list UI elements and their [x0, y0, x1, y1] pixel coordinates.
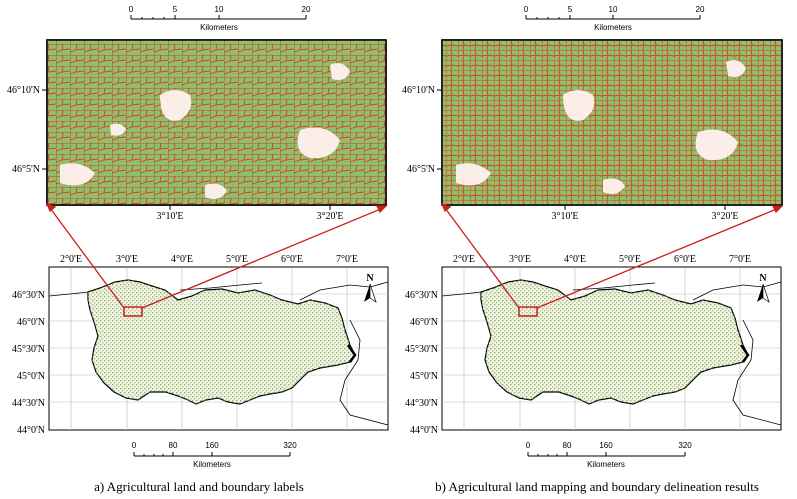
north-arrow-label: N: [759, 273, 767, 284]
overview-scale-tick-320: 320: [678, 441, 692, 450]
inset-scale-tick-5: 5: [173, 5, 178, 14]
overview-lon-label: 3°0'E: [116, 254, 138, 265]
overview-lon-label: 2°0'E: [60, 254, 82, 265]
overview-lon-label: 7°0'E: [336, 254, 358, 265]
overview-scalebar: 0 80 160 320 Kilometers: [132, 441, 297, 469]
overview-scale-tick-0: 0: [526, 441, 531, 450]
overview-lat-label: 45°30'N: [12, 344, 45, 355]
panel-a-caption: a) Agricultural land and boundary labels: [94, 479, 304, 494]
inset-scale-tick-10: 10: [609, 5, 618, 14]
panel-a-figure: 0 5 10 20 Kilometers 46°10'N 46°5'N 3: [7, 5, 389, 469]
overview-scale-tick-80: 80: [169, 441, 178, 450]
zoom-connector-arrows: [45, 202, 388, 309]
inset-scalebar: 0 5 10 20 Kilometers: [129, 5, 311, 32]
overview-scale-tick-320: 320: [283, 441, 297, 450]
overview-lat-label: 44°30'N: [12, 398, 45, 409]
zoom-connector-arrows: [440, 202, 784, 309]
panel-b-caption: b) Agricultural land mapping and boundar…: [435, 479, 759, 494]
overview-lon-label: 3°0'E: [509, 254, 531, 265]
overview-lon-label: 5°0'E: [619, 254, 641, 265]
inset-scale-tick-0: 0: [129, 5, 134, 14]
inset-map: 46°10'N 46°5'N 3°10'E 3°20'E: [402, 39, 783, 222]
overview-lon-label: 7°0'E: [729, 254, 751, 265]
inset-scale-tick-5: 5: [568, 5, 573, 14]
overview-lat-label: 46°0'N: [17, 317, 45, 328]
inset-scale-tick-10: 10: [215, 5, 224, 14]
overview-lat-label: 46°30'N: [405, 290, 438, 301]
overview-lon-label: 6°0'E: [281, 254, 303, 265]
inset-lat-label: 46°5'N: [12, 164, 40, 175]
overview-lon-label: 5°0'E: [226, 254, 248, 265]
overview-scale-tick-80: 80: [563, 441, 572, 450]
inset-lon-label: 3°20'E: [317, 211, 344, 222]
overview-lat-label: 46°0'N: [410, 317, 438, 328]
overview-map: 2°0'E 3°0'E 4°0'E 5°0'E 6°0'E 7°0'E 46°3…: [12, 254, 389, 436]
panel-b: 0 5 10 20 Kilometers 46°10'N 46°5'N 3°10…: [398, 0, 796, 499]
overview-lat-label: 45°30'N: [405, 344, 438, 355]
panel-a: 0 5 10 20 Kilometers 46°10'N 46°5'N 3: [0, 0, 398, 499]
overview-lat-label: 44°30'N: [405, 398, 438, 409]
overview-scale-tick-0: 0: [132, 441, 137, 450]
overview-lon-label: 4°0'E: [171, 254, 193, 265]
inset-lat-label: 46°10'N: [7, 85, 40, 96]
inset-lon-label: 3°10'E: [552, 211, 579, 222]
inset-scale-tick-0: 0: [524, 5, 529, 14]
overview-scale-tick-160: 160: [599, 441, 613, 450]
overview-map: 2°0'E 3°0'E 4°0'E 5°0'E 6°0'E 7°0'E 46°3…: [405, 254, 782, 436]
inset-lon-label: 3°20'E: [712, 211, 739, 222]
inset-lat-label: 46°5'N: [407, 164, 435, 175]
overview-lon-label: 4°0'E: [564, 254, 586, 265]
overview-lat-label: 45°0'N: [410, 371, 438, 382]
inset-scale-tick-20: 20: [302, 5, 311, 14]
inset-scale-tick-20: 20: [696, 5, 705, 14]
inset-map: 46°10'N 46°5'N 3°10'E 3°20'E: [7, 39, 387, 222]
overview-lat-label: 44°0'N: [17, 425, 45, 436]
overview-lat-label: 44°0'N: [410, 425, 438, 436]
overview-lon-label: 2°0'E: [453, 254, 475, 265]
overview-lat-label: 45°0'N: [17, 371, 45, 382]
north-arrow-icon: N: [364, 273, 377, 303]
inset-lat-label: 46°10'N: [402, 85, 435, 96]
overview-lat-label: 46°30'N: [12, 290, 45, 301]
overview-scale-unit: Kilometers: [193, 460, 231, 469]
overview-lon-label: 6°0'E: [674, 254, 696, 265]
inset-scalebar: 0 5 10 20 Kilometers: [524, 5, 705, 32]
north-arrow-icon: N: [757, 273, 770, 303]
overview-scalebar: 0 80 160 320 Kilometers: [526, 441, 692, 469]
overview-scale-unit: Kilometers: [587, 460, 625, 469]
overview-scale-tick-160: 160: [205, 441, 219, 450]
inset-scale-unit: Kilometers: [200, 23, 238, 32]
inset-lon-label: 3°10'E: [157, 211, 184, 222]
north-arrow-label: N: [366, 273, 374, 284]
inset-scale-unit: Kilometers: [594, 23, 632, 32]
panel-b-figure: 0 5 10 20 Kilometers 46°10'N 46°5'N 3°10…: [402, 5, 784, 469]
